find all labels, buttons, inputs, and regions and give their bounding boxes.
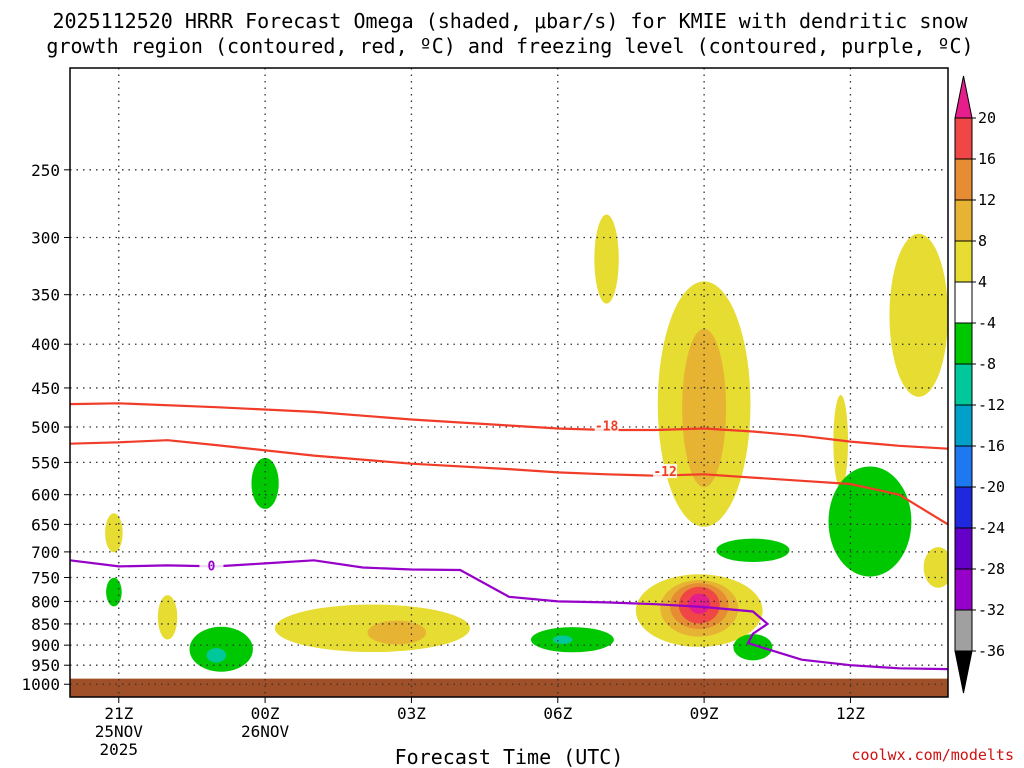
colorbar-top-arrow <box>954 75 973 119</box>
colorbar-label--28: -28 <box>978 560 1005 578</box>
contour-label--12: -12 <box>653 465 676 480</box>
y-tick-label-500: 500 <box>31 418 60 437</box>
terrain-band <box>70 678 948 697</box>
y-tick-label-750: 750 <box>31 568 60 587</box>
omega-region-pos4-1 <box>157 595 178 640</box>
colorbar-label--32: -32 <box>978 601 1005 619</box>
colorbar-label--20: -20 <box>978 478 1005 496</box>
colorbar-bottom-arrow <box>954 650 973 694</box>
chart-title: 2025112520 HRRR Forecast Omega (shaded, … <box>52 9 968 33</box>
contour-line-0 <box>70 559 948 671</box>
colorbar-bin-11 <box>954 568 973 611</box>
y-tick-label-450: 450 <box>31 379 60 398</box>
contour-label-bg-0 <box>199 558 224 573</box>
colorbar-label-20: 20 <box>978 109 996 127</box>
omega-region-neg8-20 <box>552 635 573 644</box>
x-tick-label-03Z: 03Z <box>397 704 426 723</box>
contour-label--18: -18 <box>595 420 619 435</box>
contour-line--18 <box>70 402 948 450</box>
colorbar-bin-5 <box>954 322 973 365</box>
colorbar-bin-8 <box>954 445 973 488</box>
x-axis-label: Forecast Time (UTC) <box>395 745 624 768</box>
contour-label-0: 0 <box>208 559 216 574</box>
omega-region-pos20-23 <box>688 593 710 614</box>
omega-region-pos4-3 <box>594 214 619 304</box>
y-tick-label-400: 400 <box>31 335 60 354</box>
colorbar-bin-10 <box>954 527 973 570</box>
contour-label-bg--18 <box>594 418 619 433</box>
omega-region-neg4-13 <box>716 538 790 563</box>
chart-title-line-2: growth region (contoured, red, ºC) and f… <box>46 34 973 58</box>
omega-region-pos8-17 <box>682 328 727 488</box>
omega-region-neg4-10 <box>251 457 279 509</box>
y-tick-label-550: 550 <box>31 453 60 472</box>
contour-lines: -18 -12 0 <box>70 402 948 671</box>
colorbar-label-12: 12 <box>978 191 996 209</box>
colorbar-label--24: -24 <box>978 519 1005 537</box>
y-tick-label-800: 800 <box>31 592 60 611</box>
colorbar-bin-9 <box>954 486 973 529</box>
colorbar-label--12: -12 <box>978 396 1005 414</box>
colorbar-label--16: -16 <box>978 437 1005 455</box>
colorbar: 20 16 12 8 4 -4 -8 -12 -16 -20 -24 -28 -32 -36 <box>954 75 1005 694</box>
terrain <box>70 678 948 697</box>
y-tick-label-850: 850 <box>31 615 60 634</box>
y-axis: 250 300 350 400 450 500 550 600 650 700 750 800 850 9… <box>21 161 70 694</box>
y-tick-label-600: 600 <box>31 486 60 505</box>
y-tick-label-350: 350 <box>31 286 60 305</box>
y-tick-label-650: 650 <box>31 515 60 534</box>
colorbar-label-8: 8 <box>978 232 987 250</box>
colorbar-bin-2 <box>954 199 973 242</box>
y-tick-label-700: 700 <box>31 543 60 562</box>
omega-region-neg4-14 <box>733 634 773 661</box>
x-tick-year-21Z: 2025 <box>100 740 139 759</box>
plot-frame <box>69 67 949 698</box>
omega-region-pos4-6 <box>833 394 849 489</box>
colorbar-bin-3 <box>954 240 973 283</box>
colorbar-bin-6 <box>954 363 973 406</box>
x-tick-label-09Z: 09Z <box>690 704 719 723</box>
colorbar-label--8: -8 <box>978 355 996 373</box>
colorbar-label--36: -36 <box>978 642 1005 660</box>
y-tick-label-900: 900 <box>31 636 60 655</box>
y-tick-label-950: 950 <box>31 656 60 675</box>
colorbar-bin-12 <box>954 609 973 652</box>
x-tick-label-06Z: 06Z <box>543 704 572 723</box>
credit-text: coolwx.com/modelts <box>851 746 1014 764</box>
omega-region-neg8-19 <box>206 648 227 663</box>
omega-region-pos8-16 <box>367 620 427 645</box>
y-tick-label-300: 300 <box>31 228 60 247</box>
colorbar-bin-0 <box>954 117 973 160</box>
gridlines <box>70 68 948 697</box>
x-tick-date-00Z: 26NOV <box>241 722 290 741</box>
omega-region-neg4-15 <box>828 466 912 577</box>
y-tick-label-1000: 1000 <box>21 675 60 694</box>
contour-line--12 <box>70 439 948 526</box>
x-tick-label-21Z: 21Z <box>104 704 133 723</box>
omega-shading <box>105 214 948 672</box>
x-tick-label-12Z: 12Z <box>836 704 865 723</box>
colorbar-bin-1 <box>954 158 973 201</box>
colorbar-label--4: -4 <box>978 314 996 332</box>
contour-label-bg--12 <box>653 464 678 479</box>
colorbar-bin-7 <box>954 404 973 447</box>
colorbar-bin-4 <box>954 281 973 324</box>
omega-region-neg4-9 <box>106 577 122 607</box>
omega-region-pos4-7 <box>889 233 948 397</box>
x-tick-label-00Z: 00Z <box>251 704 280 723</box>
colorbar-label-16: 16 <box>978 150 996 168</box>
y-tick-label-250: 250 <box>31 161 60 180</box>
omega-region-pos4-0 <box>105 513 123 553</box>
colorbar-label-4: 4 <box>978 273 987 291</box>
x-tick-date-21Z: 25NOV <box>95 722 144 741</box>
